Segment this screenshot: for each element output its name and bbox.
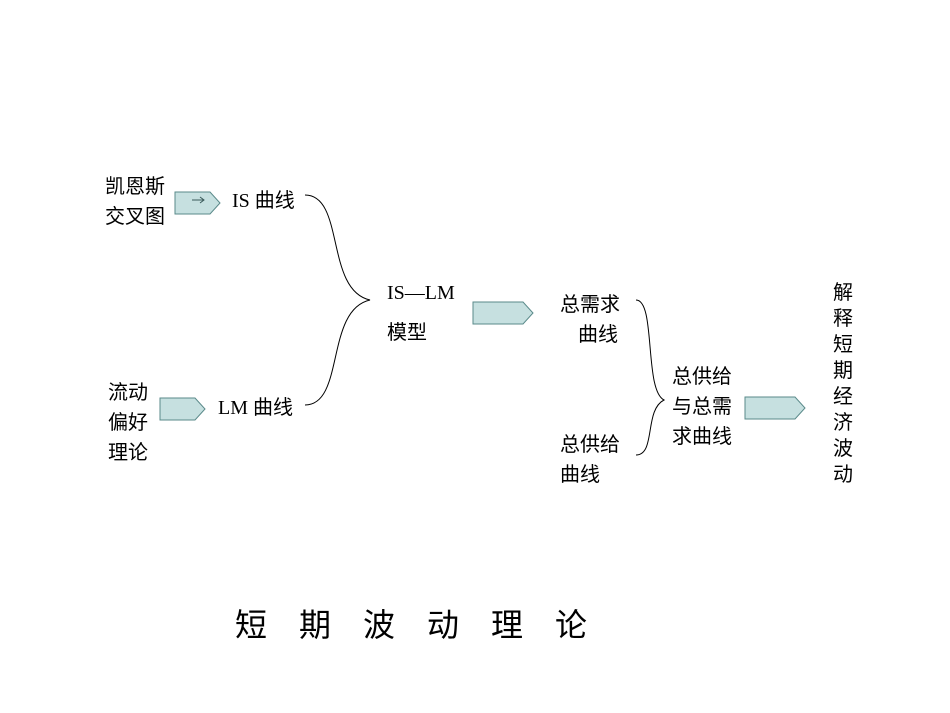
node-liquidity: 流动 偏好 理论 — [108, 378, 148, 468]
explain-text: 解释短期经济波动 — [833, 282, 853, 486]
node-adas: 总供给 与总需 求曲线 — [672, 362, 732, 452]
keynes-line1: 凯恩斯 — [105, 172, 165, 202]
title-text: 短 期 波 动 理 论 — [235, 607, 599, 643]
as-line1: 总供给 — [560, 430, 620, 460]
islm-line2: 模型 — [387, 318, 455, 348]
node-explain: 解释短期经济波动 — [832, 280, 854, 488]
keynes-line2: 交叉图 — [105, 202, 165, 232]
brace-ad-as — [636, 300, 664, 455]
arrow-adas-to-explain — [745, 397, 805, 419]
liquidity-line3: 理论 — [108, 438, 148, 468]
liquidity-line1: 流动 — [108, 378, 148, 408]
ad-line1: 总需求 — [560, 290, 620, 320]
ad-line2: 曲线 — [560, 320, 620, 350]
node-islm: IS—LM 模型 — [387, 278, 455, 348]
node-keynes-cross: 凯恩斯 交叉图 — [105, 172, 165, 232]
flowchart-diagram: 凯恩斯 交叉图 流动 偏好 理论 IS 曲线 LM 曲线 IS—LM 模型 总需… — [0, 0, 950, 713]
is-curve-text: IS 曲线 — [232, 190, 295, 212]
lm-curve-text: LM 曲线 — [218, 397, 293, 419]
adas-line1: 总供给 — [672, 362, 732, 392]
liquidity-line2: 偏好 — [108, 408, 148, 438]
node-as: 总供给 曲线 — [560, 430, 620, 490]
adas-line2: 与总需 — [672, 392, 732, 422]
node-ad: 总需求 曲线 — [560, 290, 620, 350]
adas-line3: 求曲线 — [672, 422, 732, 452]
node-lm-curve: LM 曲线 — [218, 393, 293, 423]
islm-line1: IS—LM — [387, 278, 455, 308]
arrow-keynes-to-is — [175, 192, 220, 214]
node-is-curve: IS 曲线 — [232, 186, 295, 216]
as-line2: 曲线 — [560, 460, 620, 490]
diagram-title: 短 期 波 动 理 论 — [235, 600, 599, 646]
arrow-liquidity-to-lm — [160, 398, 205, 420]
arrow-islm-to-ad — [473, 302, 533, 324]
brace-is-lm — [305, 195, 370, 405]
